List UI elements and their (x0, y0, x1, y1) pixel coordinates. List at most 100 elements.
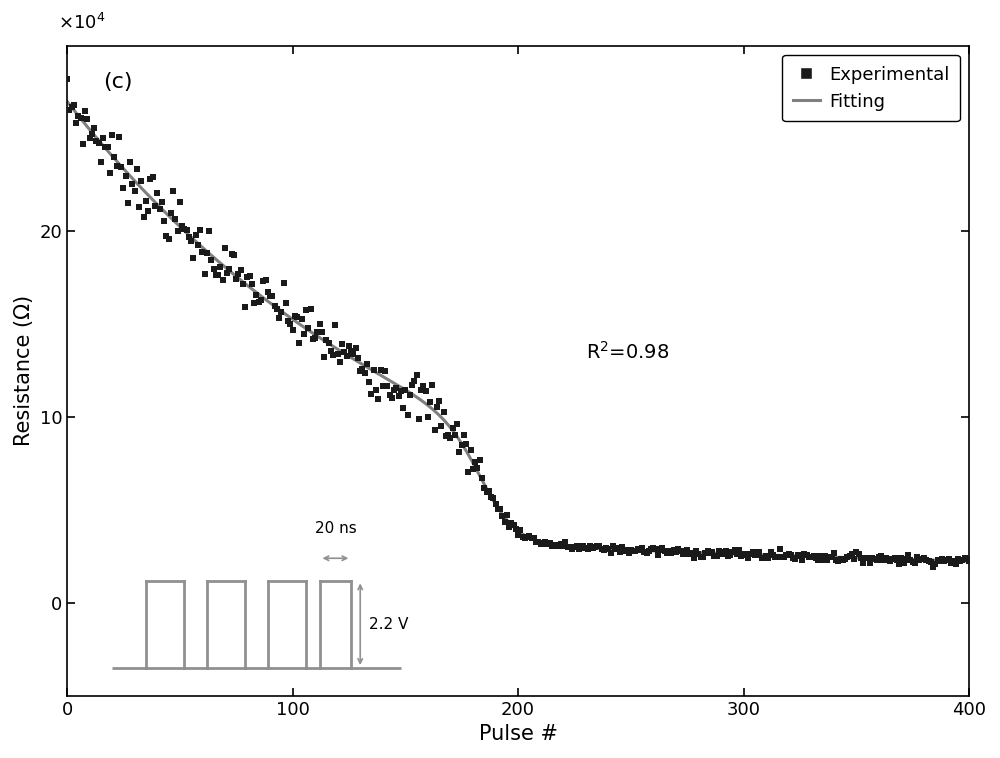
Experimental (659, 547, 675, 559)
Experimental (278, 297, 294, 309)
Text: 2.2 V: 2.2 V (369, 617, 409, 631)
Experimental (429, 401, 445, 413)
Experimental (754, 552, 770, 564)
Experimental (221, 263, 237, 275)
Experimental (706, 550, 722, 562)
Experimental (217, 242, 233, 254)
Experimental (427, 424, 443, 437)
Experimental (828, 553, 844, 565)
Experimental (215, 274, 231, 287)
Text: 20 ns: 20 ns (315, 521, 356, 536)
Experimental (718, 545, 734, 557)
Experimental (463, 444, 479, 456)
Experimental (618, 544, 634, 556)
Experimental (880, 554, 896, 566)
Experimental (287, 310, 303, 322)
Experimental (506, 519, 522, 531)
Experimental (267, 300, 283, 312)
Experimental (889, 554, 905, 566)
Experimental (911, 553, 927, 565)
Experimental (197, 268, 213, 280)
Experimental (636, 546, 652, 558)
Experimental (82, 132, 98, 144)
Experimental (589, 540, 605, 552)
Experimental (769, 551, 785, 563)
Experimental (736, 547, 752, 559)
Experimental (138, 196, 154, 208)
Experimental (363, 387, 379, 399)
Experimental (905, 556, 921, 568)
Experimental (898, 553, 914, 565)
Experimental (519, 531, 535, 543)
Experimental (634, 542, 650, 554)
Experimental (289, 312, 305, 324)
Experimental (332, 356, 348, 368)
Experimental (490, 503, 506, 515)
Experimental (539, 538, 555, 550)
Experimental (386, 384, 402, 396)
Experimental (625, 544, 641, 556)
Experimental (323, 344, 339, 356)
Experimental (751, 546, 767, 558)
Experimental (59, 74, 75, 86)
Experimental (242, 270, 258, 282)
Experimental (715, 547, 731, 559)
Experimental (900, 550, 916, 562)
Experimental (228, 273, 244, 285)
Experimental (893, 552, 909, 564)
Experimental (740, 552, 756, 564)
Fitting (680, 547, 692, 556)
Experimental (932, 555, 948, 567)
Experimental (927, 557, 943, 569)
Experimental (848, 546, 864, 558)
Experimental (361, 377, 377, 389)
Experimental (409, 368, 425, 381)
Experimental (93, 156, 109, 168)
Experimental (548, 539, 564, 551)
Experimental (661, 545, 677, 557)
Experimental (307, 332, 323, 344)
Experimental (314, 326, 330, 338)
Experimental (379, 380, 395, 392)
Experimental (312, 318, 328, 330)
Experimental (745, 547, 761, 559)
Experimental (269, 302, 285, 315)
Experimental (131, 201, 147, 213)
Experimental (808, 552, 824, 564)
Experimental (684, 547, 700, 559)
Experimental (641, 545, 657, 557)
Experimental (467, 456, 483, 468)
Experimental (837, 553, 853, 565)
Experimental (73, 112, 89, 124)
Experimental (562, 541, 578, 553)
Experimental (785, 552, 801, 564)
Experimental (857, 553, 873, 565)
Experimental (627, 544, 643, 556)
Experimental (382, 389, 398, 401)
Fitting (458, 443, 470, 453)
Experimental (598, 542, 614, 554)
Experimental (681, 547, 697, 559)
Experimental (600, 543, 616, 556)
Experimental (916, 552, 932, 564)
Experimental (420, 412, 436, 424)
Experimental (354, 363, 370, 375)
Experimental (352, 365, 368, 377)
Experimental (882, 555, 898, 567)
Experimental (535, 537, 551, 550)
Experimental (869, 554, 885, 566)
Experimental (819, 554, 835, 566)
Experimental (575, 540, 591, 552)
Experimental (878, 552, 894, 564)
Experimental (120, 197, 136, 209)
Experimental (465, 463, 481, 475)
Experimental (806, 550, 822, 562)
Experimental (720, 550, 736, 562)
Experimental (165, 185, 181, 197)
Experimental (61, 105, 77, 117)
Experimental (124, 178, 140, 190)
Experimental (537, 536, 553, 548)
Experimental (497, 515, 513, 528)
Experimental (438, 430, 454, 442)
Experimental (339, 349, 355, 362)
